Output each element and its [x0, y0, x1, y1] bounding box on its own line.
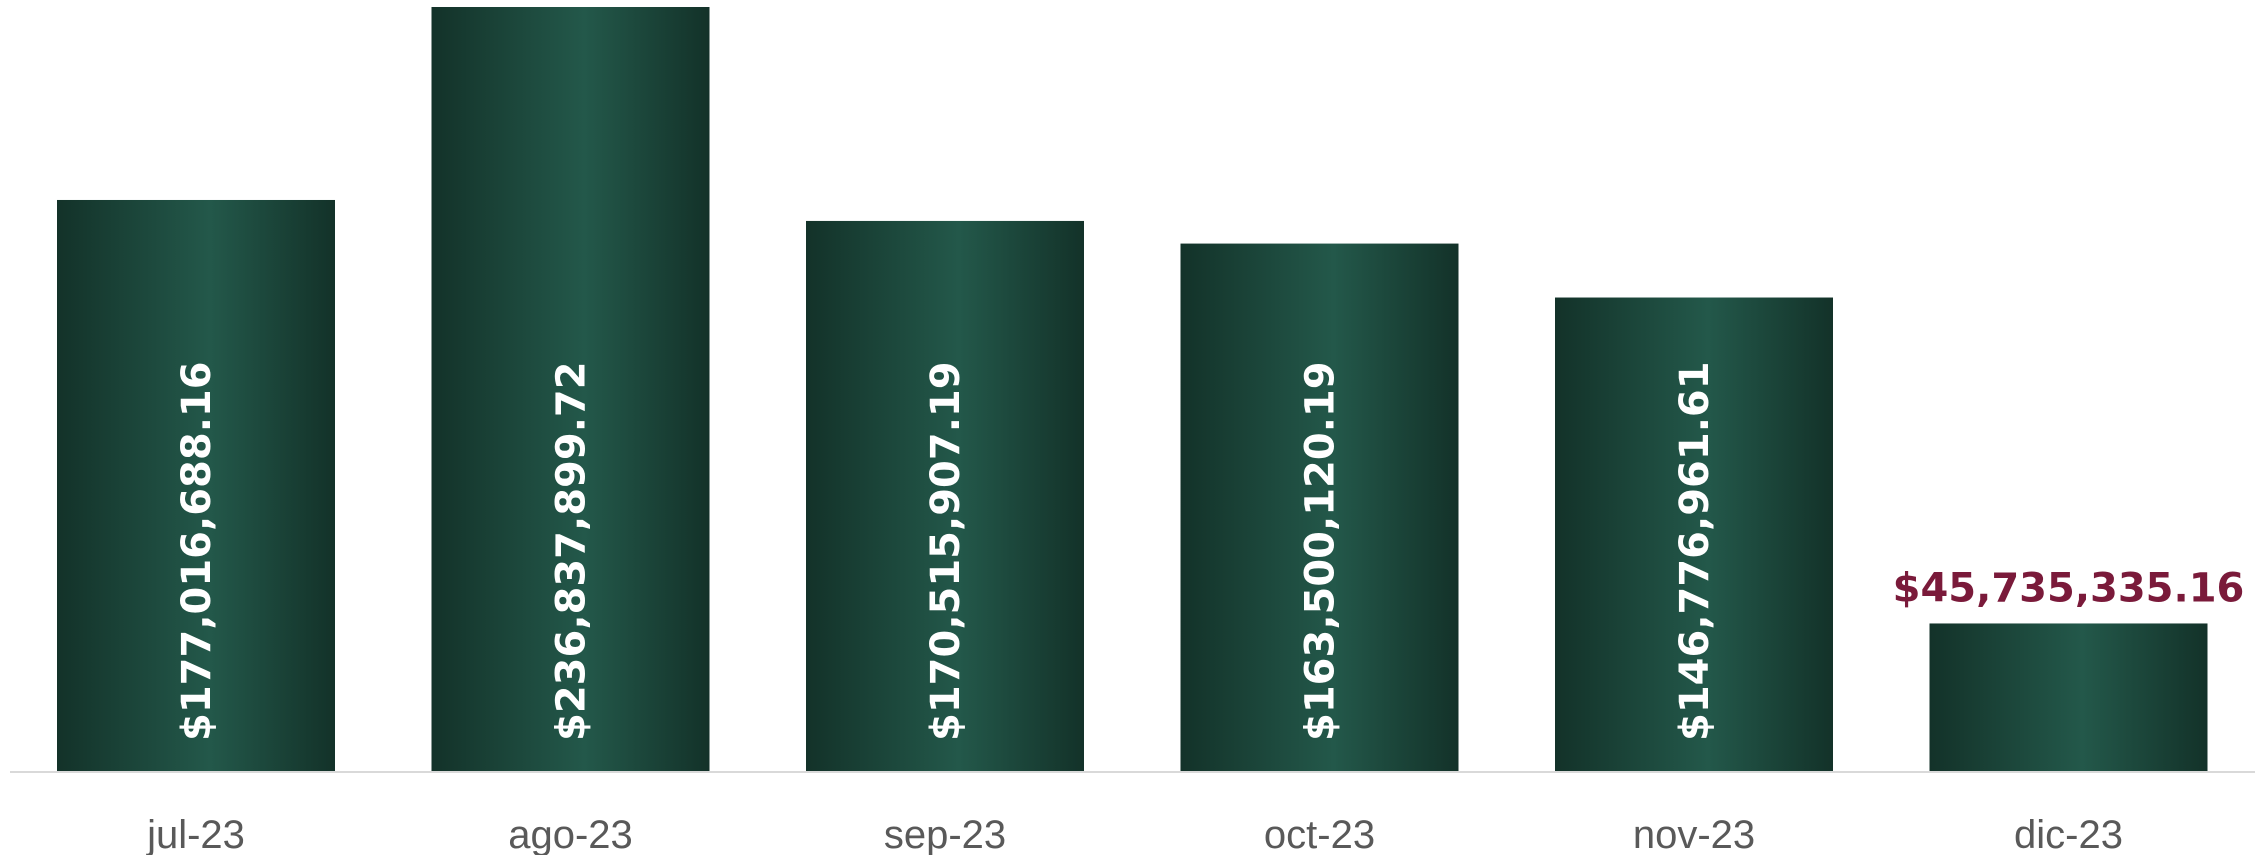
data-label-dic-23: $45,735,335.16: [1893, 565, 2245, 611]
data-label-nov-23: $146,776,961.61: [1672, 361, 1718, 741]
x-tick-nov-23: nov-23: [1633, 813, 1755, 855]
x-tick-dic-23: dic-23: [2014, 813, 2123, 855]
x-tick-ago-23: ago-23: [508, 813, 633, 855]
data-label-sep-23: $170,515,907.19: [923, 361, 969, 741]
bars-layer: [57, 7, 2208, 772]
bar-oct-23: [1180, 243, 1459, 772]
x-tick-sep-23: sep-23: [884, 813, 1006, 855]
data-label-ago-23: $236,837,899.72: [549, 361, 595, 741]
bar-dic-23: [1929, 623, 2208, 771]
bar-ago-23: [431, 7, 710, 771]
bar-jul-23: [57, 199, 335, 771]
bar-sep-23: [806, 220, 1084, 772]
x-axis-ticks: jul-23 ago-23 sep-23 oct-23 nov-23 dic-23: [146, 813, 2123, 855]
data-labels-layer: $177,016,688.16 $236,837,899.72 $170,515,9…: [174, 361, 2244, 741]
data-label-oct-23: $163,500,120.19: [1298, 361, 1344, 741]
data-label-jul-23: $177,016,688.16: [174, 361, 220, 741]
x-tick-jul-23: jul-23: [146, 813, 245, 855]
x-tick-oct-23: oct-23: [1264, 813, 1375, 855]
bar-nov-23: [1555, 297, 1833, 771]
